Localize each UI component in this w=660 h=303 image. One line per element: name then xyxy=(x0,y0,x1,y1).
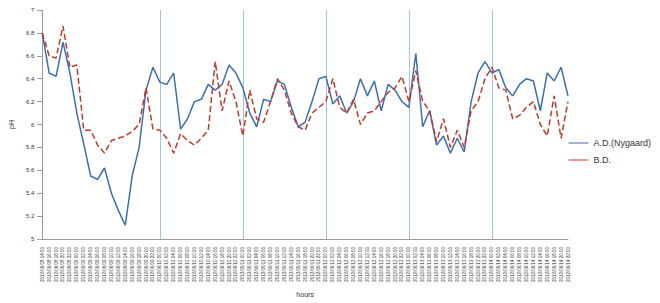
svg-text:2012/06/12 20:00: 2012/06/12 20:00 xyxy=(393,247,398,283)
svg-text:2012/06/09 10:00: 2012/06/09 10:00 xyxy=(109,247,114,283)
svg-text:6.2: 6.2 xyxy=(26,99,35,105)
svg-text:2012/06/10 08:00: 2012/06/10 08:00 xyxy=(185,247,190,283)
svg-text:2012/06/09 22:00: 2012/06/09 22:00 xyxy=(150,247,155,283)
svg-text:2012/06/09 04:00: 2012/06/09 04:00 xyxy=(88,247,93,283)
svg-text:2012/06/10 14:00: 2012/06/10 14:00 xyxy=(206,247,211,283)
svg-text:2012/06/10 10:00: 2012/06/10 10:00 xyxy=(192,247,197,283)
svg-text:2012/06/10 06:00: 2012/06/10 06:00 xyxy=(178,247,183,283)
svg-text:2012/06/13 04:00: 2012/06/13 04:00 xyxy=(420,247,425,283)
svg-text:2012/06/10 02:00: 2012/06/10 02:00 xyxy=(164,247,169,283)
svg-text:2012/06/10 20:00: 2012/06/10 20:00 xyxy=(227,247,232,283)
svg-text:2012/06/11 00:00: 2012/06/11 00:00 xyxy=(240,247,245,282)
svg-text:2012/06/12 00:00: 2012/06/12 00:00 xyxy=(323,247,328,283)
svg-text:2012/06/11 08:00: 2012/06/11 08:00 xyxy=(268,247,273,282)
svg-text:2012/06/14 10:00: 2012/06/14 10:00 xyxy=(524,247,529,283)
svg-text:2012/06/13 14:00: 2012/06/13 14:00 xyxy=(455,247,460,283)
svg-text:A.D.(Nygaard): A.D.(Nygaard) xyxy=(593,138,651,148)
svg-text:2012/06/14 16:00: 2012/06/14 16:00 xyxy=(545,247,550,283)
svg-text:2012/06/11 02:00: 2012/06/11 02:00 xyxy=(247,247,252,282)
svg-text:2012/06/13 10:00: 2012/06/13 10:00 xyxy=(441,247,446,283)
svg-text:2012/06/13 02:00: 2012/06/13 02:00 xyxy=(413,247,418,283)
svg-text:2012/06/12 04:00: 2012/06/12 04:00 xyxy=(337,247,342,283)
svg-text:2012/06/14 08:00: 2012/06/14 08:00 xyxy=(517,247,522,283)
svg-text:2012/06/13 06:00: 2012/06/13 06:00 xyxy=(427,247,432,283)
svg-text:2012/06/10 18:00: 2012/06/10 18:00 xyxy=(220,247,225,283)
svg-text:2012/06/11 06:00: 2012/06/11 06:00 xyxy=(261,247,266,282)
svg-text:2012/06/11 14:00: 2012/06/11 14:00 xyxy=(289,247,294,282)
svg-text:2012/06/13 20:00: 2012/06/13 20:00 xyxy=(476,247,481,283)
svg-text:2012/06/09 02:00: 2012/06/09 02:00 xyxy=(81,247,86,283)
svg-text:2012/06/12 16:00: 2012/06/12 16:00 xyxy=(379,247,384,283)
svg-text:2012/06/14 22:00: 2012/06/14 22:00 xyxy=(566,247,571,283)
svg-text:2012/06/09 18:00: 2012/06/09 18:00 xyxy=(137,247,142,283)
svg-text:6.8: 6.8 xyxy=(26,30,35,36)
svg-text:6.4: 6.4 xyxy=(26,76,35,82)
svg-text:2012/06/09 16:00: 2012/06/09 16:00 xyxy=(130,247,135,283)
svg-text:5.6: 5.6 xyxy=(26,167,35,173)
svg-text:pH: pH xyxy=(8,120,16,129)
svg-text:2012/06/09 12:00: 2012/06/09 12:00 xyxy=(116,247,121,283)
svg-text:B.D.: B.D. xyxy=(593,155,611,165)
svg-text:2012/06/09 06:00: 2012/06/09 06:00 xyxy=(95,247,100,283)
svg-text:2012/06/12 14:00: 2012/06/12 14:00 xyxy=(372,247,377,283)
svg-text:2012/06/11 12:00: 2012/06/11 12:00 xyxy=(282,247,287,282)
svg-text:7: 7 xyxy=(31,7,35,13)
svg-text:2012/06/10 16:00: 2012/06/10 16:00 xyxy=(213,247,218,283)
svg-text:2012/06/10 00:00: 2012/06/10 00:00 xyxy=(157,247,162,283)
svg-text:2012/06/11 04:00: 2012/06/11 04:00 xyxy=(254,247,259,282)
svg-text:5.2: 5.2 xyxy=(26,213,35,219)
svg-text:2012/06/12 10:00: 2012/06/12 10:00 xyxy=(358,247,363,283)
svg-text:2012/06/13 12:00: 2012/06/13 12:00 xyxy=(448,247,453,283)
svg-text:2012/06/14 00:00: 2012/06/14 00:00 xyxy=(489,247,494,283)
svg-text:2012/06/09 14:00: 2012/06/09 14:00 xyxy=(123,247,128,283)
svg-text:2012/06/13 08:00: 2012/06/13 08:00 xyxy=(434,247,439,283)
svg-text:2012/06/12 02:00: 2012/06/12 02:00 xyxy=(330,247,335,283)
svg-text:2012/06/10 04:00: 2012/06/10 04:00 xyxy=(171,247,176,283)
svg-text:6: 6 xyxy=(31,122,35,128)
svg-text:2012/06/14 06:00: 2012/06/14 06:00 xyxy=(510,247,515,283)
svg-text:2012/06/11 18:00: 2012/06/11 18:00 xyxy=(303,247,308,282)
svg-text:2012/06/13 22:00: 2012/06/13 22:00 xyxy=(482,247,487,283)
svg-text:2012/06/12 18:00: 2012/06/12 18:00 xyxy=(386,247,391,283)
svg-text:5.4: 5.4 xyxy=(26,190,35,196)
svg-text:2012/06/11 16:00: 2012/06/11 16:00 xyxy=(296,247,301,282)
svg-text:2012/06/08 22:00: 2012/06/08 22:00 xyxy=(67,247,72,283)
svg-text:2012/06/13 00:00: 2012/06/13 00:00 xyxy=(406,247,411,283)
svg-text:5: 5 xyxy=(31,236,35,242)
svg-text:2012/06/11 22:00: 2012/06/11 22:00 xyxy=(316,247,321,282)
svg-text:2012/06/12 08:00: 2012/06/12 08:00 xyxy=(351,247,356,283)
svg-text:2012/06/09 20:00: 2012/06/09 20:00 xyxy=(144,247,149,283)
svg-text:2012/06/08 20:00: 2012/06/08 20:00 xyxy=(60,247,65,283)
svg-text:2012/06/14 12:00: 2012/06/14 12:00 xyxy=(531,247,536,283)
svg-text:2012/06/14 14:00: 2012/06/14 14:00 xyxy=(538,247,543,283)
svg-text:hours: hours xyxy=(296,291,314,298)
svg-text:6.6: 6.6 xyxy=(26,53,35,59)
svg-text:2012/06/14 04:00: 2012/06/14 04:00 xyxy=(503,247,508,283)
svg-text:2012/06/13 16:00: 2012/06/13 16:00 xyxy=(462,247,467,283)
svg-text:2012/06/12 12:00: 2012/06/12 12:00 xyxy=(365,247,370,283)
svg-text:2012/06/08 18:00: 2012/06/08 18:00 xyxy=(54,247,59,283)
svg-text:2012/06/11 20:00: 2012/06/11 20:00 xyxy=(310,247,315,282)
svg-text:2012/06/14 20:00: 2012/06/14 20:00 xyxy=(559,247,564,283)
svg-text:2012/06/12 22:00: 2012/06/12 22:00 xyxy=(399,247,404,283)
svg-text:2012/06/09 08:00: 2012/06/09 08:00 xyxy=(102,247,107,283)
svg-text:2012/06/14 02:00: 2012/06/14 02:00 xyxy=(496,247,501,283)
svg-text:2012/06/14 18:00: 2012/06/14 18:00 xyxy=(552,247,557,283)
svg-text:2012/06/08 14:00: 2012/06/08 14:00 xyxy=(40,247,45,283)
svg-text:2012/06/13 18:00: 2012/06/13 18:00 xyxy=(469,247,474,283)
svg-text:2012/06/08 16:00: 2012/06/08 16:00 xyxy=(47,247,52,283)
svg-text:5.8: 5.8 xyxy=(26,144,35,150)
svg-text:2012/06/11 10:00: 2012/06/11 10:00 xyxy=(275,247,280,282)
svg-text:2012/06/12 06:00: 2012/06/12 06:00 xyxy=(344,247,349,283)
svg-text:2012/06/10 12:00: 2012/06/10 12:00 xyxy=(199,247,204,283)
svg-text:2012/06/09 00:00: 2012/06/09 00:00 xyxy=(74,247,79,283)
svg-text:2012/06/10 22:00: 2012/06/10 22:00 xyxy=(233,247,238,283)
